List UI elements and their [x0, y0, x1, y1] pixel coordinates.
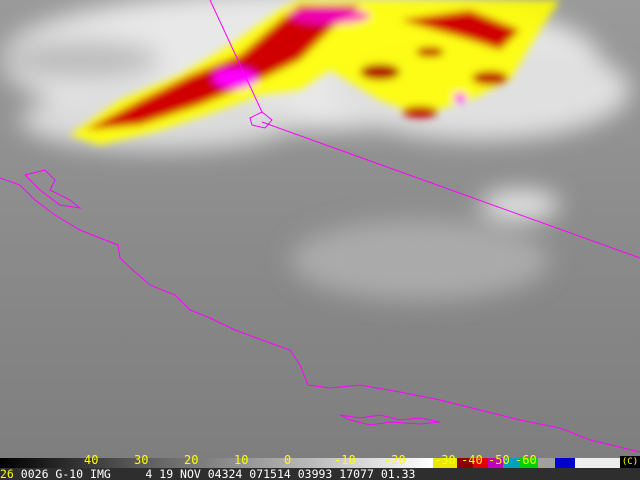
scale-label: 10: [234, 453, 249, 467]
channel-number: 26: [0, 467, 14, 480]
scale-label: 40: [84, 453, 99, 467]
color-scale-gradient: [0, 458, 620, 471]
scale-label: -30: [434, 453, 456, 467]
boundary-line: [209, 0, 263, 113]
scale-label: 30: [134, 453, 149, 467]
scale-label: 20: [184, 453, 199, 467]
cold-cloud-tops: [70, 0, 560, 145]
scale-label: 0: [284, 453, 292, 467]
scale-label: -10: [334, 453, 356, 467]
scale-label: -60: [515, 453, 537, 467]
island-outline: [339, 414, 441, 426]
coastline: [0, 177, 640, 453]
status-line: 26 0026 G-10 IMG 4 19 NOV 04324 071514 0…: [0, 468, 640, 480]
scale-label: -40: [461, 453, 483, 467]
copyright-label: (C): [620, 456, 640, 469]
color-scale-bar: [0, 456, 640, 471]
coast-detail: [24, 169, 82, 209]
island-outline: [249, 111, 273, 129]
image-info: 0026 G-10 IMG 4 19 NOV 04324 071514 0399…: [20, 467, 416, 480]
boundary-line: [261, 121, 640, 259]
map-overlay: [0, 0, 640, 453]
ir-satellite-map: [0, 0, 640, 453]
scale-label: -20: [384, 453, 406, 467]
scale-label: -50: [488, 453, 510, 467]
